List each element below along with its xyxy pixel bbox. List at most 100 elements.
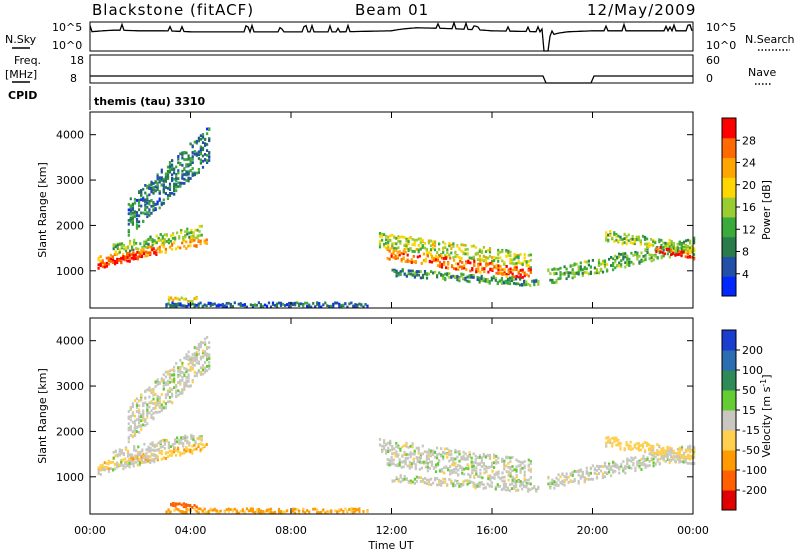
heatmap-cell [421, 273, 425, 277]
heatmap-cell [135, 418, 139, 422]
heatmap-cell [668, 446, 671, 450]
heatmap-cell [461, 466, 464, 470]
heatmap-cell [427, 241, 430, 245]
heatmap-cell [194, 236, 197, 240]
heatmap-cell [448, 253, 451, 257]
heatmap-cell [188, 235, 191, 239]
heatmap-cell [614, 254, 617, 258]
heatmap-cell [509, 472, 512, 476]
heatmap-cell [198, 437, 201, 441]
heatmap-cell [171, 236, 175, 240]
heatmap-cell [148, 395, 151, 399]
heatmap-cell [434, 465, 438, 469]
heatmap-cell [395, 242, 398, 246]
heatmap-cell [169, 303, 172, 307]
heatmap-cell [482, 259, 485, 263]
heatmap-cell [676, 253, 679, 256]
heatmap-cell [147, 448, 150, 451]
heatmap-cell [171, 388, 174, 392]
heatmap-cell [408, 259, 411, 263]
heatmap-cell [519, 463, 522, 467]
heatmap-cell [689, 241, 692, 245]
heatmap-cell [646, 458, 649, 461]
heatmap-cell [507, 465, 510, 469]
heatmap-cell [300, 302, 303, 306]
heatmap-cell [190, 228, 193, 232]
heatmap-cell [427, 480, 431, 483]
heatmap-cell [662, 452, 665, 456]
heatmap-cell [495, 472, 498, 475]
heatmap-cell [458, 247, 461, 250]
heatmap-cell [469, 261, 472, 265]
heatmap-cell [348, 508, 351, 511]
heatmap-cell [597, 264, 601, 267]
heatmap-cell [691, 247, 694, 251]
heatmap-cell [499, 265, 502, 268]
heatmap-cell [680, 254, 683, 258]
heatmap-cell [208, 156, 211, 159]
heatmap-cell [418, 460, 421, 463]
heatmap-cell [175, 302, 178, 306]
heatmap-cell [395, 271, 398, 275]
heatmap-cell [318, 511, 321, 514]
heatmap-cell [243, 303, 246, 306]
heatmap-cell [227, 301, 230, 305]
heatmap-cell [627, 445, 630, 448]
heatmap-cell [410, 462, 413, 465]
heatmap-cell [112, 261, 115, 264]
heatmap-cell [391, 246, 394, 250]
heatmap-cell [557, 478, 560, 482]
heatmap-cell [579, 469, 582, 473]
heatmap-cell [450, 251, 453, 255]
heatmap-cell [656, 443, 659, 446]
heatmap-cell [404, 459, 407, 463]
heatmap-cell [204, 153, 207, 156]
heatmap-cell [178, 298, 181, 302]
heatmap-cell [397, 246, 400, 250]
heatmap-cell [519, 283, 522, 287]
heatmap-cell [145, 245, 148, 249]
velocity-heatmap [97, 335, 696, 515]
heatmap-cell [440, 265, 444, 269]
colorbar-tick-label: 200 [742, 344, 763, 357]
heatmap-cell [389, 448, 392, 452]
heatmap-cell [620, 463, 623, 466]
heatmap-cell [523, 271, 526, 275]
heatmap-cell [529, 468, 532, 472]
heatmap-cell [549, 486, 552, 490]
heatmap-cell [595, 271, 599, 275]
heatmap-cell [457, 266, 460, 270]
heatmap-cell [143, 442, 146, 446]
heatmap-cell [185, 353, 188, 356]
heatmap-cell [193, 238, 196, 242]
heatmap-cell [181, 181, 184, 185]
heatmap-cell [419, 456, 422, 459]
heatmap-cell [162, 406, 165, 410]
heatmap-cell [666, 252, 669, 256]
heatmap-cell [316, 508, 319, 512]
heatmap-cell [135, 225, 139, 229]
heatmap-cell [124, 249, 128, 253]
heatmap-cell [444, 480, 447, 484]
heatmap-cell [434, 478, 437, 482]
heatmap-cell [474, 458, 477, 461]
heatmap-cell [124, 465, 127, 469]
heatmap-cell [387, 441, 390, 445]
heatmap-cell [591, 259, 594, 262]
heatmap-cell [459, 259, 462, 263]
heatmap-cell [120, 459, 123, 463]
heatmap-cell [502, 487, 505, 491]
heatmap-cell [474, 246, 477, 249]
heatmap-cell [473, 474, 476, 478]
heatmap-cell [680, 248, 684, 252]
heatmap-cell [199, 147, 202, 151]
heatmap-cell [608, 464, 611, 468]
heatmap-cell [442, 450, 445, 454]
heatmap-cell [450, 479, 453, 483]
heatmap-cell [162, 202, 165, 205]
heatmap-cell [185, 507, 188, 511]
heatmap-cell [638, 461, 641, 465]
heatmap-cell [197, 348, 200, 352]
heatmap-cell [393, 270, 396, 274]
